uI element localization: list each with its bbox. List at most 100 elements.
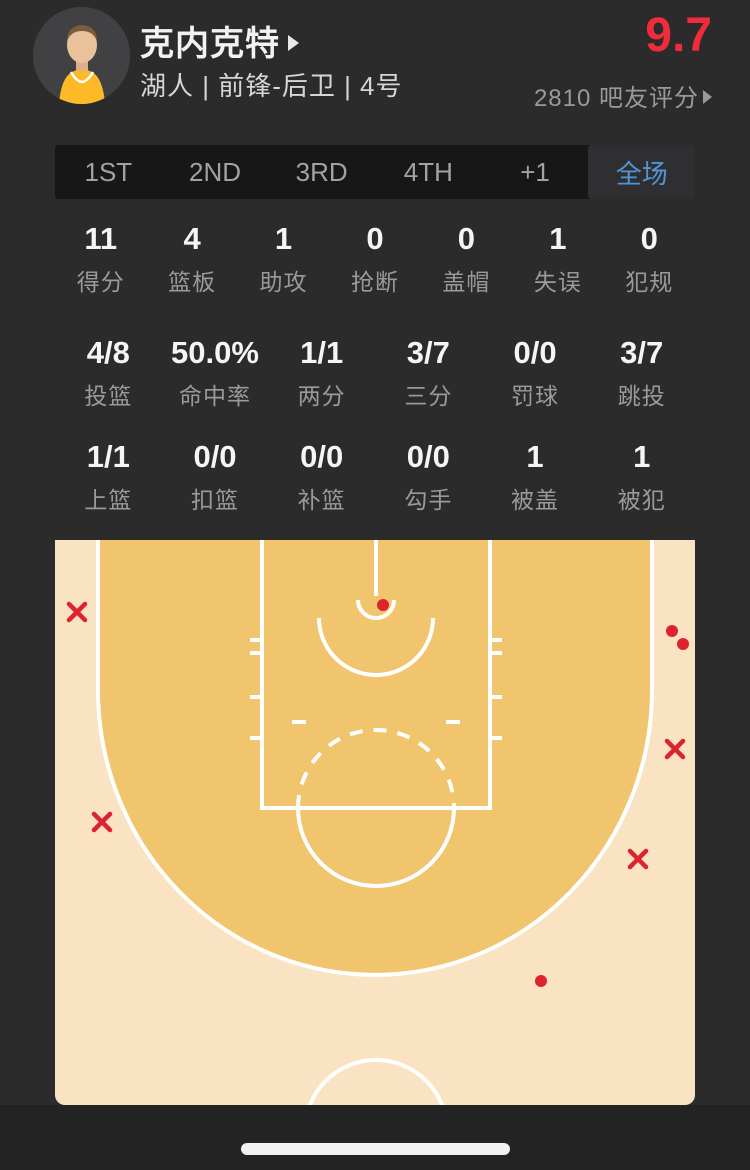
rating-votes-label: 2810 吧友评分 — [533, 85, 699, 112]
stat-value: 3/7 — [620, 335, 664, 370]
tab-+1[interactable]: +1 — [520, 156, 550, 187]
stat-value: 0/0 — [406, 439, 450, 474]
stat-label: 投篮 — [84, 383, 133, 409]
missed-shot-marker — [627, 848, 649, 870]
stat-label: 三分 — [404, 383, 453, 409]
stat-补篮: 0/0 补篮 — [268, 439, 375, 513]
home-indicator[interactable] — [241, 1143, 510, 1155]
stat-label: 盖帽 — [442, 269, 491, 295]
paint-lane-lines — [260, 540, 492, 810]
stat-value: 1 — [526, 439, 544, 474]
stat-label: 命中率 — [179, 383, 251, 409]
stat-value: 1 — [549, 221, 567, 256]
stat-罚球: 0/0 罚球 — [482, 335, 589, 409]
stat-label: 上篮 — [84, 487, 133, 513]
tab-1ST[interactable]: 1ST — [84, 156, 133, 187]
stat-value: 0/0 — [193, 439, 237, 474]
tab-2ND[interactable]: 2ND — [189, 156, 242, 187]
stats-row-shooting: 4/8 投篮 50.0% 命中率 1/1 两分 3/7 三分 0/0 罚球 3/7 跳投 — [55, 335, 695, 409]
stat-label: 被犯 — [617, 487, 666, 513]
stat-value: 4/8 — [86, 335, 130, 370]
stat-label: 篮板 — [168, 269, 217, 295]
stat-label: 跳投 — [617, 383, 666, 409]
made-shot-marker — [677, 638, 689, 650]
stat-label: 被盖 — [511, 487, 560, 513]
stat-value: 0/0 — [300, 439, 344, 474]
rim-arc — [356, 599, 396, 620]
expand-arrow-icon — [288, 34, 299, 51]
rating-value: 9.7 — [645, 9, 712, 62]
three-point-line — [96, 540, 654, 977]
free-throw-circle-dashed — [296, 728, 456, 809]
stat-犯规: 0 犯规 — [604, 221, 695, 295]
stat-label: 补篮 — [297, 487, 346, 513]
restricted-area-arc — [317, 617, 435, 677]
stat-命中率: 50.0% 命中率 — [162, 335, 269, 409]
stat-被盖: 1 被盖 — [482, 439, 589, 513]
stat-value: 1 — [274, 221, 293, 256]
lane-hash-marks — [250, 638, 502, 740]
stat-value: 11 — [84, 221, 118, 256]
made-shot-marker — [377, 599, 389, 611]
stat-value: 3/7 — [406, 335, 450, 370]
court-inside-arc-area — [98, 540, 652, 975]
shot-chart — [55, 540, 695, 1105]
tab-3RD[interactable]: 3RD — [295, 156, 348, 187]
made-shot-marker — [535, 975, 547, 987]
stat-上篮: 1/1 上篮 — [55, 439, 162, 513]
stat-得分: 11 得分 — [55, 221, 146, 295]
stat-label: 得分 — [76, 269, 125, 295]
made-shot-marker — [666, 625, 678, 637]
stat-跳投: 3/7 跳投 — [588, 335, 695, 409]
stat-value: 1 — [633, 439, 651, 474]
stat-抢断: 0 抢断 — [329, 221, 420, 295]
rating-votes-link[interactable]: 2810 吧友评分 — [534, 78, 712, 113]
stats-row-basic: 11 得分 4 篮板 1 助攻 0 抢断 0 盖帽 1 失误 0 犯规 — [55, 221, 695, 295]
stat-label: 勾手 — [404, 487, 453, 513]
stat-投篮: 4/8 投篮 — [55, 335, 162, 409]
missed-shot-marker — [66, 601, 88, 623]
tab-全场[interactable]: 全场 — [588, 145, 696, 199]
player-name: 克内克特 — [140, 25, 280, 63]
stat-篮板: 4 篮板 — [146, 221, 237, 295]
player-name-row[interactable]: 克内克特 — [140, 16, 299, 65]
team-position-number: 湖人 | 前锋-后卫 | 4号 — [140, 71, 403, 101]
stat-失误: 1 失误 — [512, 221, 603, 295]
stat-value: 50.0% — [171, 335, 259, 370]
tab-4TH[interactable]: 4TH — [403, 156, 453, 187]
stats-row-shot-types: 1/1 上篮 0/0 扣篮 0/0 补篮 0/0 勾手 1 被盖 1 被犯 — [55, 439, 695, 513]
stat-label: 助攻 — [259, 269, 308, 295]
shot-markers — [66, 599, 689, 987]
player-avatar[interactable] — [33, 7, 130, 104]
stat-value: 0/0 — [513, 335, 557, 370]
stat-label: 两分 — [297, 383, 346, 409]
stat-勾手: 0/0 勾手 — [375, 439, 482, 513]
missed-shot-marker — [664, 738, 686, 760]
stat-三分: 3/7 三分 — [375, 335, 482, 409]
votes-arrow-icon — [703, 89, 712, 104]
stat-被犯: 1 被犯 — [588, 439, 695, 513]
stat-label: 失误 — [533, 269, 582, 295]
stat-value: 0 — [457, 221, 476, 256]
quarter-tabs: 1ST 2ND 3RD 4TH +1 全场 — [55, 145, 696, 199]
stat-value: 1/1 — [300, 335, 344, 370]
stat-label: 扣篮 — [191, 487, 239, 513]
stat-扣篮: 0/0 扣篮 — [162, 439, 269, 513]
stat-value: 0 — [640, 221, 658, 256]
stat-助攻: 1 助攻 — [238, 221, 329, 295]
player-photo — [33, 7, 130, 104]
stat-盖帽: 0 盖帽 — [421, 221, 512, 295]
center-circle-arc — [307, 1058, 445, 1105]
stat-value: 4 — [183, 221, 201, 256]
missed-shot-marker — [91, 811, 113, 833]
stat-label: 犯规 — [625, 269, 674, 295]
stat-两分: 1/1 两分 — [268, 335, 375, 409]
stat-value: 1/1 — [86, 439, 130, 474]
stat-label: 罚球 — [511, 383, 560, 409]
bottom-bar — [0, 1105, 750, 1170]
stat-label: 抢断 — [350, 269, 399, 295]
free-throw-circle-solid — [296, 807, 456, 888]
stat-value: 0 — [366, 221, 384, 256]
half-court-diagram — [55, 540, 695, 1105]
